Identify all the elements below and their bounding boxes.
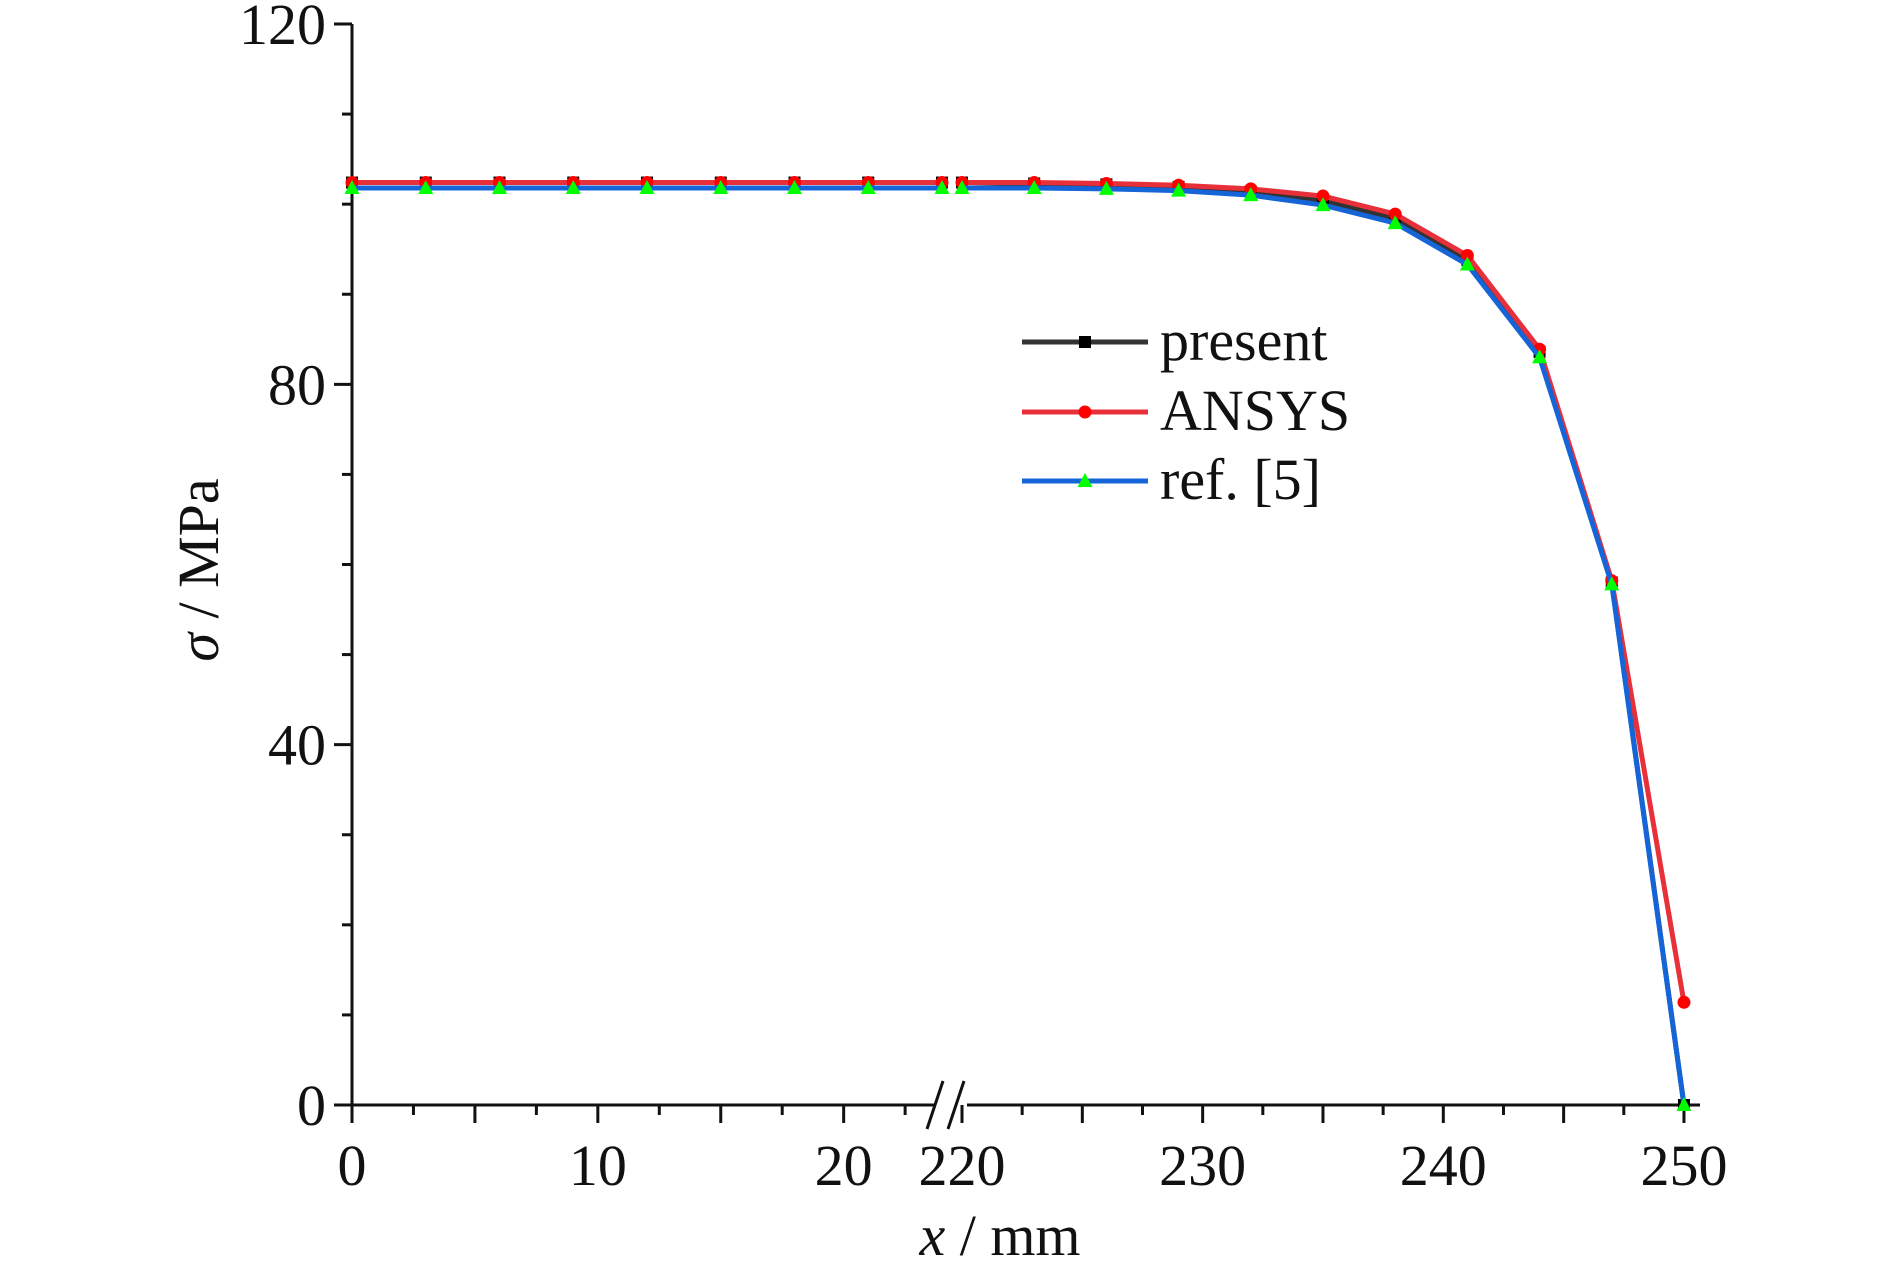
y-axis: 0 40 80 120	[239, 0, 354, 1138]
data-point-triangle	[1459, 256, 1475, 271]
legend-label: ANSYS	[1160, 378, 1350, 443]
data-point-triangle	[954, 179, 970, 194]
y-axis-label: σ / MPa	[166, 478, 231, 661]
data-point-triangle	[418, 179, 434, 194]
data-point-triangle	[713, 179, 729, 194]
series-ref-5	[344, 179, 1692, 1111]
data-point-triangle	[344, 179, 360, 194]
data-point-triangle	[1026, 179, 1042, 194]
x-axis: 0 10 20 220 230 240 250	[338, 1080, 1727, 1198]
data-point-triangle	[934, 179, 950, 194]
data-point-circle	[1677, 995, 1691, 1009]
legend-item: present	[1022, 308, 1328, 373]
legend-label: ref. [5]	[1160, 447, 1321, 512]
legend-item: ref. [5]	[1022, 447, 1321, 512]
x-axis-label-unit: / mm	[945, 1203, 1080, 1264]
data-point-circle	[1388, 207, 1402, 221]
data-point-triangle	[639, 179, 655, 194]
y-axis-label-var: σ	[166, 631, 231, 662]
data-point-triangle	[492, 179, 507, 194]
axis-break-mark	[925, 1080, 945, 1130]
data-point-triangle	[860, 179, 876, 194]
x-tick-label: 20	[815, 1133, 873, 1198]
data-point-triangle	[1532, 349, 1548, 364]
y-tick-label: 0	[297, 1073, 326, 1138]
data-point-triangle	[565, 179, 581, 194]
data-point-triangle	[1098, 180, 1114, 195]
series-present	[346, 176, 1690, 1111]
axis-break-mark	[946, 1080, 966, 1130]
x-tick-label: 230	[1159, 1133, 1246, 1198]
series-layer	[344, 176, 1692, 1111]
data-point-triangle	[1604, 576, 1620, 591]
x-axis-label: x / mm	[918, 1203, 1080, 1264]
x-tick-label: 10	[569, 1133, 627, 1198]
data-point-triangle	[1315, 197, 1331, 212]
data-point-circle	[1316, 189, 1330, 203]
y-tick-label: 40	[268, 713, 326, 778]
data-point-circle	[1078, 405, 1092, 419]
x-tick-label: 250	[1640, 1133, 1727, 1198]
legend-item: ANSYS	[1022, 378, 1350, 443]
legend-label: present	[1160, 308, 1328, 373]
data-point-triangle	[1243, 187, 1259, 202]
x-axis-label-var: x	[918, 1203, 945, 1264]
data-point-circle	[1460, 249, 1474, 263]
x-tick-label: 220	[919, 1133, 1006, 1198]
data-point-triangle	[1077, 473, 1093, 487]
data-point-triangle	[1171, 182, 1187, 197]
data-point-square	[1079, 336, 1091, 348]
x-tick-label: 0	[338, 1133, 367, 1198]
data-point-triangle	[787, 179, 802, 194]
y-axis-label-unit: / MPa	[166, 478, 231, 633]
data-point-triangle	[1387, 215, 1403, 230]
y-tick-label: 80	[268, 352, 326, 417]
series-ansys	[345, 176, 1691, 1009]
data-point-triangle	[1676, 1097, 1692, 1111]
plot-area: 0 40 80 120 0 10 20 220 230 240 250	[239, 0, 1727, 1198]
y-tick-label: 120	[239, 0, 326, 57]
series-line	[962, 180, 1687, 1003]
x-tick-label: 240	[1400, 1133, 1487, 1198]
